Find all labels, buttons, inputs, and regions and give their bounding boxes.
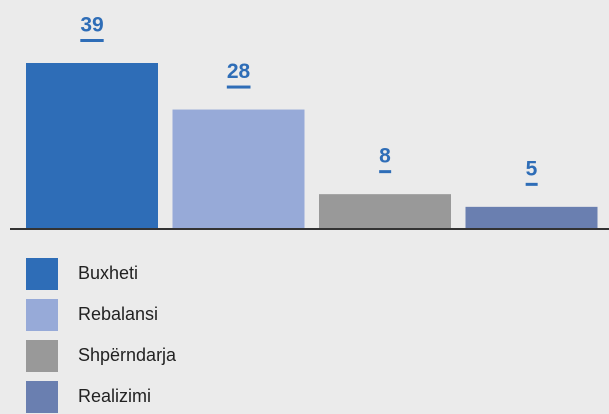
legend-label: Realizimi bbox=[78, 386, 151, 406]
legend-swatch bbox=[26, 299, 58, 331]
data-label: 8 bbox=[379, 145, 391, 168]
legend-swatch bbox=[26, 381, 58, 413]
data-label-underline bbox=[525, 182, 538, 186]
legend-swatch bbox=[26, 340, 58, 372]
bar bbox=[465, 206, 598, 228]
legend-label: Shpërndarja bbox=[78, 345, 177, 365]
data-label-underline bbox=[226, 85, 251, 89]
data-label: 5 bbox=[526, 157, 538, 180]
data-label: 28 bbox=[227, 60, 251, 83]
data-label-underline bbox=[379, 170, 392, 174]
bar bbox=[26, 63, 158, 228]
data-label-underline bbox=[80, 39, 104, 42]
bar bbox=[172, 109, 305, 228]
legend-label: Buxheti bbox=[78, 263, 138, 283]
legend-swatch bbox=[26, 258, 58, 290]
legend-label: Rebalansi bbox=[78, 304, 158, 324]
bar bbox=[319, 194, 451, 228]
data-label: 39 bbox=[80, 14, 103, 37]
